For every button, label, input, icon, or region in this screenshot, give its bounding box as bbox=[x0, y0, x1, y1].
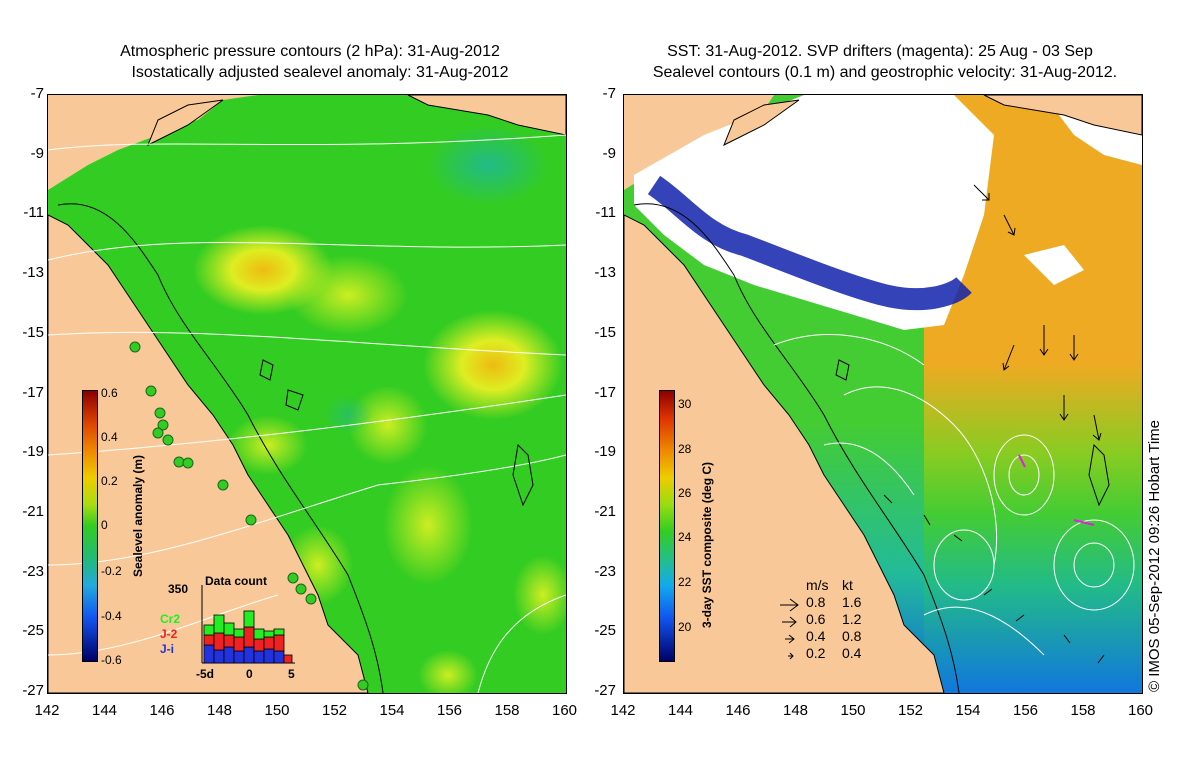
right-xtick-5: 152 bbox=[897, 702, 924, 719]
velocity-legend-kt-3: 0.4 bbox=[842, 645, 862, 661]
left-xtick-0: 142 bbox=[34, 702, 60, 719]
velocity-legend-header-kt: kt bbox=[842, 577, 853, 593]
left-title-line2: Isostatically adjusted sealevel anomaly:… bbox=[131, 64, 509, 81]
sst-map-graphic bbox=[624, 95, 1142, 693]
left-xtick-9: 160 bbox=[551, 702, 578, 719]
velocity-legend-header-ms: m/s bbox=[806, 577, 829, 593]
right-ytick-7: -21 bbox=[594, 502, 616, 520]
velocity-legend-ms-0: 0.8 bbox=[806, 594, 826, 610]
cb-left-tick-6: -0.6 bbox=[101, 653, 122, 667]
left-ytick-5: -17 bbox=[22, 383, 44, 401]
left-ytick-8: -23 bbox=[22, 562, 44, 580]
right-xtick-3: 148 bbox=[782, 702, 809, 719]
left-xtick-2: 146 bbox=[149, 702, 175, 719]
inset-ymax: 350 bbox=[168, 582, 189, 596]
left-xtick-7: 156 bbox=[436, 702, 463, 719]
right-xtick-8: 158 bbox=[1070, 702, 1096, 719]
sealevel-anomaly-map bbox=[47, 94, 567, 694]
cb-right-tick-4: 22 bbox=[678, 575, 692, 589]
left-xtick-8: 158 bbox=[494, 702, 520, 719]
right-ytick-8: -23 bbox=[594, 562, 616, 580]
right-xtick-0: 142 bbox=[610, 702, 636, 719]
cb-left-tick-4: -0.2 bbox=[101, 564, 122, 578]
cb-right-tick-0: 30 bbox=[678, 397, 692, 411]
right-ytick-2: -11 bbox=[595, 204, 616, 222]
right-ytick-5: -17 bbox=[594, 383, 616, 401]
right-title-line1: SST: 31-Aug-2012. SVP drifters (magenta)… bbox=[667, 43, 1093, 60]
cb-right-tick-1: 28 bbox=[678, 442, 692, 456]
left-ytick-2: -11 bbox=[23, 204, 44, 222]
left-ytick-10: -27 bbox=[22, 682, 44, 699]
cb-right-title: 3-day SST composite (deg C) bbox=[700, 461, 714, 628]
sealevel-anomaly-colorbar bbox=[82, 390, 98, 662]
velocity-legend-arrows bbox=[780, 598, 799, 660]
left-ytick-0: -7 bbox=[30, 85, 44, 102]
imos-credit: © IMOS 05-Sep-2012 09:26 Hobart Time bbox=[1146, 419, 1163, 692]
velocity-legend-kt-0: 1.6 bbox=[842, 594, 862, 610]
right-ytick-3: -13 bbox=[594, 264, 616, 282]
inset-legend-ji: J-i bbox=[160, 642, 175, 656]
right-ytick-4: -15 bbox=[594, 323, 616, 341]
inset-xtick-1: 0 bbox=[246, 667, 253, 681]
cb-left-tick-0: 0.6 bbox=[101, 386, 118, 400]
velocity-legend-ms-3: 0.2 bbox=[806, 645, 826, 661]
left-xtick-3: 148 bbox=[206, 702, 233, 719]
left-xtick-1: 144 bbox=[91, 702, 118, 719]
right-title-line2: Sealevel contours (0.1 m) and geostrophi… bbox=[652, 64, 1118, 81]
right-xtick-9: 160 bbox=[1127, 702, 1154, 719]
velocity-legend-kt-1: 1.2 bbox=[842, 611, 862, 627]
inset-xtick-0: -5d bbox=[196, 667, 214, 681]
cb-right-tick-2: 26 bbox=[678, 486, 692, 500]
right-xtick-6: 154 bbox=[955, 702, 981, 719]
right-ytick-6: -19 bbox=[594, 443, 616, 461]
inset-legend-cr2: Cr2 bbox=[160, 612, 181, 626]
left-xtick-4: 150 bbox=[264, 702, 290, 719]
sst-colorbar bbox=[659, 390, 675, 662]
cb-left-tick-3: 0 bbox=[101, 518, 108, 532]
right-ytick-0: -7 bbox=[602, 85, 616, 102]
cb-left-title: Sealevel anomaly (m) bbox=[131, 454, 145, 577]
inset-legend-j2: J-2 bbox=[160, 627, 178, 641]
inset-title: Data count bbox=[205, 574, 268, 588]
left-ytick-1: -9 bbox=[30, 144, 44, 162]
left-title-line1: Atmospheric pressure contours (2 hPa): 3… bbox=[120, 43, 500, 60]
right-xtick-2: 146 bbox=[725, 702, 751, 719]
velocity-legend-ms-2: 0.4 bbox=[806, 628, 826, 644]
right-xtick-1: 144 bbox=[667, 702, 694, 719]
velocity-legend-kt-2: 0.8 bbox=[842, 628, 862, 644]
cb-right-tick-5: 20 bbox=[678, 620, 692, 634]
left-ytick-9: -25 bbox=[22, 622, 44, 640]
sealevel-anomaly-map-graphic bbox=[48, 95, 566, 693]
velocity-legend-ms-1: 0.6 bbox=[806, 611, 826, 627]
right-ytick-1: -9 bbox=[602, 144, 616, 162]
data-count-histogram bbox=[201, 585, 295, 664]
left-xtick-5: 152 bbox=[321, 702, 348, 719]
left-ytick-4: -15 bbox=[22, 323, 44, 341]
cb-left-tick-1: 0.4 bbox=[101, 430, 118, 444]
cb-right-tick-3: 24 bbox=[678, 530, 692, 544]
right-ytick-9: -25 bbox=[594, 622, 616, 640]
right-xtick-4: 150 bbox=[840, 702, 866, 719]
cb-left-tick-5: -0.4 bbox=[101, 609, 122, 623]
right-ytick-10: -27 bbox=[594, 682, 616, 699]
inset-xtick-2: 5 bbox=[288, 667, 295, 681]
left-xtick-6: 154 bbox=[379, 702, 405, 719]
right-xtick-7: 156 bbox=[1012, 702, 1039, 719]
left-ytick-6: -19 bbox=[22, 443, 44, 461]
left-ytick-7: -21 bbox=[22, 502, 44, 520]
sst-map bbox=[623, 94, 1143, 694]
data-count-inset bbox=[200, 585, 300, 667]
cb-left-tick-2: 0.2 bbox=[101, 474, 118, 488]
left-ytick-3: -13 bbox=[22, 264, 44, 282]
